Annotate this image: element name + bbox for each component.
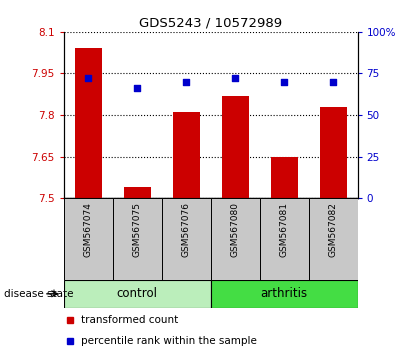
- Bar: [309, 198, 358, 280]
- Bar: [222, 96, 249, 198]
- Text: GSM567082: GSM567082: [328, 202, 337, 257]
- Text: GSM567080: GSM567080: [231, 202, 240, 257]
- Bar: [320, 107, 346, 198]
- Bar: [162, 198, 211, 280]
- Bar: [64, 280, 210, 308]
- Text: GSM567076: GSM567076: [182, 202, 191, 257]
- Title: GDS5243 / 10572989: GDS5243 / 10572989: [139, 16, 282, 29]
- Bar: [113, 198, 162, 280]
- Point: [232, 76, 238, 81]
- Bar: [211, 280, 358, 308]
- Bar: [124, 187, 151, 198]
- Point: [134, 86, 141, 91]
- Point: [281, 79, 287, 85]
- Bar: [260, 198, 309, 280]
- Text: transformed count: transformed count: [81, 315, 179, 325]
- Text: disease state: disease state: [4, 289, 74, 299]
- Bar: [75, 48, 102, 198]
- Point: [183, 79, 189, 85]
- Point: [85, 76, 92, 81]
- Bar: [64, 198, 113, 280]
- Text: GSM567074: GSM567074: [84, 202, 93, 257]
- Bar: [211, 198, 260, 280]
- Text: control: control: [117, 287, 158, 300]
- Text: GSM567081: GSM567081: [279, 202, 289, 257]
- Text: arthritis: arthritis: [261, 287, 308, 300]
- Text: GSM567075: GSM567075: [133, 202, 142, 257]
- Bar: [173, 112, 200, 198]
- Bar: [270, 156, 298, 198]
- Text: percentile rank within the sample: percentile rank within the sample: [81, 336, 257, 346]
- Point: [330, 79, 336, 85]
